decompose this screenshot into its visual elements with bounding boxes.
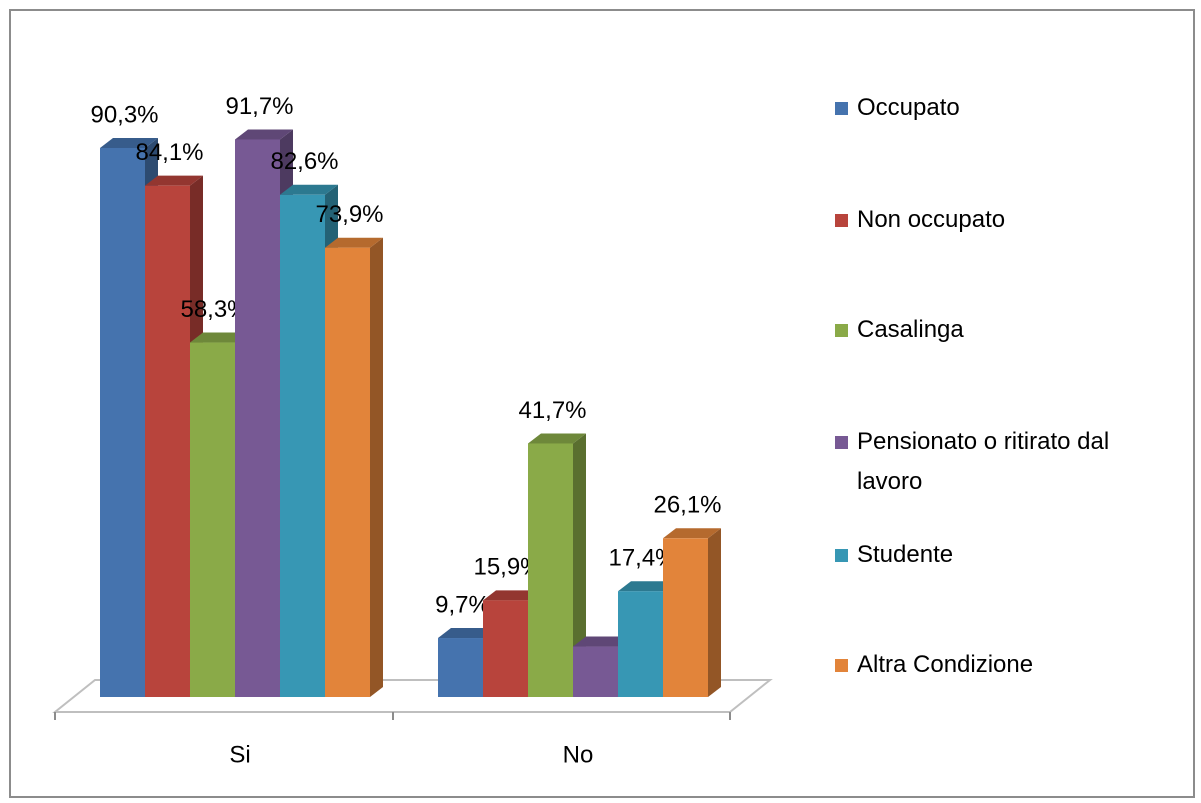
bar-side — [370, 237, 383, 698]
data-label: 26,1% — [653, 492, 721, 519]
legend-swatch — [835, 102, 848, 115]
data-label: 90,3% — [90, 101, 158, 128]
chart-border — [9, 9, 1195, 798]
bar — [528, 433, 586, 697]
bar-front — [438, 638, 483, 697]
legend-swatch — [835, 436, 848, 449]
bar-top — [145, 175, 203, 186]
legend-item: Occupato — [835, 88, 1175, 128]
bar-front — [325, 247, 370, 698]
bar-side — [573, 433, 586, 697]
legend-item: Altra Condizione — [835, 645, 1175, 685]
legend-swatch — [835, 324, 848, 337]
bar-top — [483, 590, 541, 601]
bar-top — [280, 184, 338, 195]
legend-item: Pensionato o ritirato dal lavoro — [835, 422, 1175, 502]
legend-label: Casalinga — [857, 316, 964, 343]
bar-front — [528, 443, 573, 697]
legend-label: Studente — [857, 541, 954, 568]
bar-front — [663, 538, 708, 697]
bar-top — [438, 628, 496, 639]
bar-top — [573, 636, 631, 647]
bar-front — [573, 646, 618, 697]
bar-top — [235, 129, 293, 140]
legend-label: Non occupato — [857, 206, 1006, 233]
bar-top — [618, 581, 676, 592]
legend-swatch — [835, 549, 848, 562]
legend-item: Studente — [835, 535, 1175, 575]
legend-item: Casalinga — [835, 310, 1175, 350]
legend-label: Pensionato o ritirato dal lavoro — [857, 428, 1110, 495]
x-tick-label: No — [563, 741, 594, 768]
bar-top — [325, 237, 383, 248]
bar-front — [100, 147, 145, 697]
x-tick-label: Si — [229, 741, 250, 768]
bar-side — [708, 528, 721, 697]
bar — [663, 528, 721, 697]
bar-top — [190, 332, 248, 343]
data-label: 84,1% — [135, 139, 203, 166]
bar-front — [483, 600, 528, 697]
legend-swatch — [835, 214, 848, 227]
bar-front — [190, 342, 235, 697]
bar-front — [280, 194, 325, 698]
bar — [325, 237, 383, 698]
bar-front — [145, 185, 190, 697]
data-label: 91,7% — [225, 93, 293, 120]
data-label: 73,9% — [315, 201, 383, 228]
legend-label: Altra Condizione — [857, 651, 1034, 678]
data-label: 9,7% — [435, 591, 490, 618]
bar-top — [663, 528, 721, 539]
bar-front — [618, 591, 663, 697]
legend-swatch — [835, 659, 848, 672]
data-label: 82,6% — [270, 148, 338, 175]
bar-top — [528, 433, 586, 444]
legend-label: Occupato — [857, 94, 960, 121]
legend-item: Non occupato — [835, 200, 1175, 240]
bar-top — [100, 137, 158, 148]
bar-front — [235, 139, 280, 698]
data-label: 41,7% — [518, 397, 586, 424]
